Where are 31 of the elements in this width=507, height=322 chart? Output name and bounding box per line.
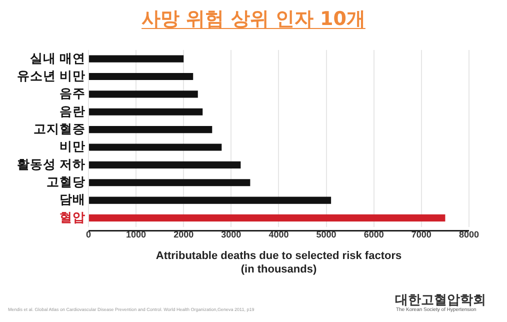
x-tick-label: 0 [86, 230, 91, 240]
x-tick-label: 1000 [126, 230, 146, 240]
y-tick-label: 음란 [59, 104, 86, 118]
x-tick-label: 5000 [316, 230, 336, 240]
y-tick-label: 유소년 비만 [16, 68, 86, 83]
y-tick-label: 혈압 [59, 210, 86, 224]
bar [88, 144, 222, 151]
x-tick-label: 3000 [221, 230, 242, 240]
bar [88, 196, 332, 204]
y-tick-label: 활동성 저하 [16, 157, 86, 172]
y-tick-label: 음주 [59, 86, 86, 101]
y-tick-label: 고지혈증 [33, 122, 86, 136]
bar [88, 108, 203, 116]
x-tick-label: 7000 [411, 230, 432, 240]
x-tick-label: 4000 [268, 230, 289, 240]
x-tick-label: 8000 [458, 230, 480, 240]
y-tick-label: 담배 [59, 192, 86, 207]
x-tick-label: 2000 [174, 230, 194, 240]
y-tick-label: 비만 [59, 140, 86, 154]
bar [88, 72, 194, 80]
x-tick-label: 6000 [364, 230, 384, 240]
bar [88, 55, 184, 62]
bar [88, 161, 241, 168]
bar [88, 214, 446, 222]
bar [88, 126, 212, 134]
y-tick-label: 실내 매연 [30, 51, 86, 66]
chart-title: 사망 위험 상위 인자 10개 [140, 7, 366, 32]
bar [88, 179, 250, 186]
x-axis-title: Attributable deaths due to selected risk factors (in thousands) [156, 250, 402, 276]
bar [88, 90, 198, 98]
y-tick-label: 고혈당 [46, 175, 86, 190]
